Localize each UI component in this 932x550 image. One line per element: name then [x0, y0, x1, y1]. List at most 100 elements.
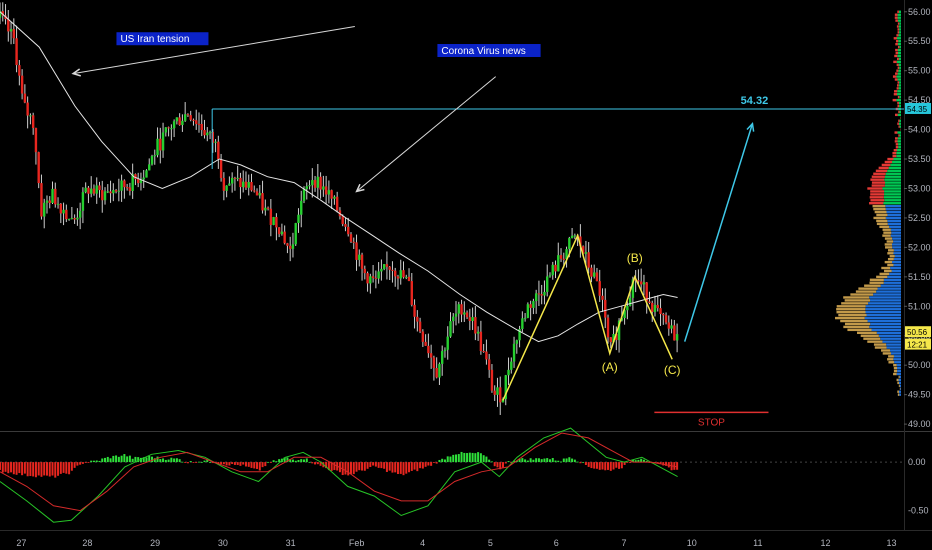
oscillator-histogram-bar — [419, 462, 422, 469]
oscillator-histogram-bar — [620, 462, 623, 469]
volume-profile-bar-down — [887, 263, 894, 267]
candle-body — [211, 131, 215, 143]
volume-profile-bar-down — [894, 140, 898, 143]
volume-profile-bar-up — [887, 222, 901, 226]
oscillator-histogram-bar — [109, 458, 112, 463]
volume-profile-bar-down — [887, 257, 894, 261]
volume-profile-bar-down — [836, 308, 866, 311]
wave-label: (B) — [627, 251, 643, 265]
price-tick-label: 56.00 — [908, 7, 931, 17]
volume-profile-bar-down — [876, 275, 888, 279]
oscillator-histogram-bar — [385, 462, 388, 472]
volume-profile-bar-down — [895, 40, 899, 43]
oscillator-histogram-bar — [305, 458, 308, 463]
candle-body — [153, 155, 156, 157]
candle-body — [371, 276, 375, 278]
volume-profile-bar-down — [873, 207, 886, 211]
candle-body — [45, 200, 49, 203]
candle-body — [175, 117, 179, 122]
date-tick-label: 28 — [82, 538, 92, 548]
candle-body — [534, 293, 538, 302]
volume-profile-bar-down — [873, 172, 886, 175]
oscillator-histogram-bar — [607, 462, 610, 470]
volume-profile-bar-down — [894, 54, 898, 58]
volume-profile-bar-up — [885, 172, 901, 175]
volume-profile-bar-down — [898, 125, 900, 128]
candle-body — [435, 367, 438, 378]
oscillator-histogram-bar — [272, 460, 275, 463]
candle-body — [150, 156, 154, 165]
volume-profile-bar-down — [896, 84, 899, 87]
candle-body — [311, 180, 314, 186]
volume-profile-bar-up — [892, 237, 901, 240]
target-arrow-line — [683, 123, 754, 342]
date-tick-label: 31 — [286, 538, 296, 548]
volume-profile-bar-up — [897, 93, 901, 96]
volume-profile-bar-down — [870, 190, 885, 193]
candle-body — [120, 180, 123, 191]
candle-body — [637, 280, 640, 282]
candle-body — [330, 190, 333, 199]
candle-body — [515, 340, 519, 344]
volume-profile-bar-up — [884, 193, 901, 196]
volume-profile-bar-down — [882, 228, 891, 231]
candle-body — [363, 268, 367, 274]
oscillator-histogram-bar — [242, 462, 245, 465]
candle-body — [214, 141, 217, 143]
candle-body — [446, 336, 449, 350]
date-tick-label: 30 — [218, 538, 228, 548]
candle-body — [269, 208, 273, 225]
oscillator-histogram-bar — [37, 462, 40, 476]
volume-profile-bar-up — [884, 184, 901, 187]
date-tick-label: 12 — [821, 538, 831, 548]
oscillator-histogram-bar — [115, 455, 118, 463]
oscillator-histogram-bar — [640, 458, 643, 463]
oscillator-histogram-bar — [231, 462, 234, 464]
volume-profile-bar-up — [899, 81, 901, 84]
price-tick-label: 55.00 — [908, 66, 931, 76]
volume-profile-bar-down — [897, 95, 900, 99]
volume-profile-bar-up — [890, 163, 901, 167]
volume-profile-bar-up — [898, 381, 901, 385]
candle-body — [496, 387, 499, 395]
volume-profile-bar-up — [898, 390, 901, 393]
candle-body — [667, 322, 671, 329]
volume-profile-bar-up — [899, 393, 901, 396]
volume-profile-bar-down — [888, 249, 894, 252]
oscillator-histogram-bar — [396, 462, 399, 475]
oscillator-histogram-bar — [164, 459, 167, 463]
price-tick-label: 51.50 — [908, 272, 931, 282]
candle-body — [670, 325, 673, 329]
oscillator-histogram-bar — [656, 462, 659, 464]
oscillator-histogram-bar — [128, 455, 131, 463]
volume-profile-bar-up — [898, 10, 901, 13]
volume-profile-bar-up — [893, 249, 901, 252]
candle-body — [592, 272, 596, 277]
candle-body — [200, 124, 203, 131]
candle-body — [40, 183, 43, 217]
volume-profile-bar-down — [893, 37, 897, 40]
oscillator-histogram-bar — [90, 460, 93, 463]
oscillator-histogram-bar — [112, 455, 115, 463]
volume-profile-bar-down — [836, 305, 866, 308]
candle-body — [54, 188, 57, 205]
candle-body — [297, 214, 300, 224]
volume-profile-bar-up — [892, 243, 901, 246]
oscillator-histogram-bar — [532, 459, 535, 463]
oscillator-histogram-bar — [206, 459, 209, 463]
oscillator-histogram-bar — [471, 452, 474, 463]
candle-body — [523, 317, 527, 319]
volume-profile-bar-down — [867, 187, 883, 190]
oscillator-histogram-bar — [554, 460, 557, 463]
volume-profile-bar-up — [898, 57, 901, 61]
oscillator-histogram-bar — [269, 462, 272, 463]
oscillator-histogram-bar — [34, 462, 37, 478]
date-tick-label: 6 — [554, 538, 559, 548]
volume-profile-bar-up — [896, 364, 901, 367]
oscillator-histogram-bar — [300, 459, 303, 463]
candle-body — [288, 245, 292, 249]
oscillator-histogram-bar — [311, 462, 314, 464]
oscillator-histogram-bar — [1, 462, 4, 473]
volume-profile-bar-up — [884, 181, 901, 184]
